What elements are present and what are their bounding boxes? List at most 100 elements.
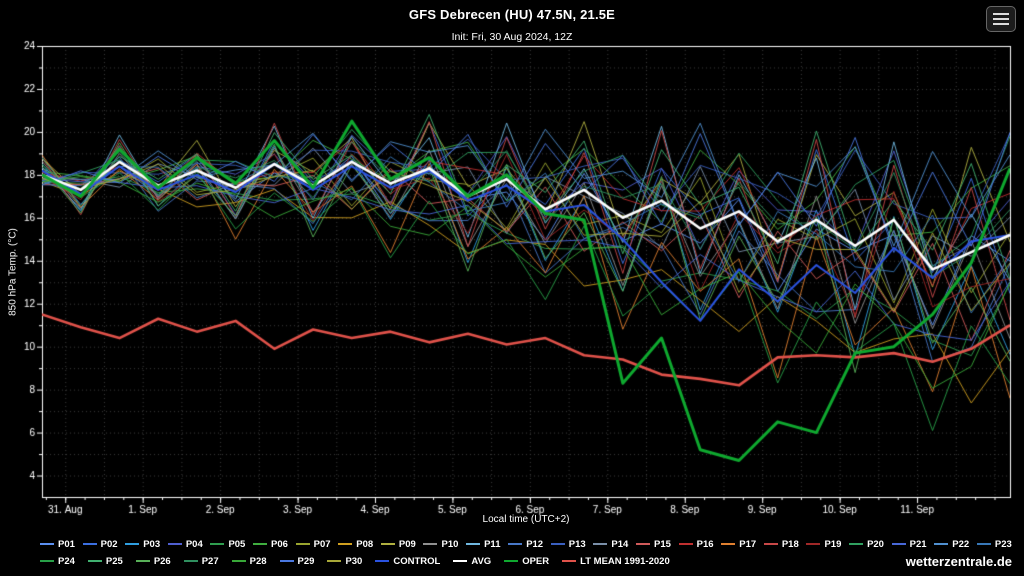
legend-row-1: P01 P02 P03 P04 P05 P06 P07 P08 P09 P10 P11 P12 P13 P… [40, 537, 1012, 551]
legend-label: AVG [471, 555, 492, 567]
legend-swatch [40, 543, 54, 545]
legend-item-p25: P25 [87, 555, 123, 567]
legend-label: P04 [185, 538, 203, 550]
legend-swatch [210, 543, 225, 545]
legend-label: P18 [781, 538, 799, 550]
legend-swatch [562, 560, 577, 562]
legend-label: P10 [441, 538, 459, 550]
legend-label: P22 [952, 538, 970, 550]
legend-item-p14: P14 [593, 539, 628, 550]
legend-swatch [678, 543, 693, 545]
legend-item-p13: P13 [550, 538, 586, 550]
legend-item-p02: P02 [82, 538, 118, 550]
legend-swatch [295, 543, 310, 545]
legend-swatch [721, 543, 736, 545]
legend-item-p19: P19 [806, 539, 841, 550]
legend-item-p26: P26 [135, 555, 171, 567]
legend-swatch [135, 560, 150, 562]
legend-item-p12: P12 [508, 539, 543, 550]
watermark: wetterzentrale.de [905, 554, 1012, 569]
legend-swatch [849, 543, 864, 545]
y-axis-title: 850 hPa Temp. (°C) [7, 228, 19, 316]
legend-item-p30: P30 [327, 556, 362, 567]
legend-swatch [338, 543, 353, 545]
legend-item-p09: P09 [380, 538, 416, 550]
legend-swatch [806, 543, 821, 545]
legend-label: P23 [994, 538, 1012, 550]
legend-swatch [87, 560, 102, 562]
legend-swatch [891, 543, 906, 545]
legend-label: P30 [345, 555, 363, 567]
chart-subtitle: Init: Fri, 30 Aug 2024, 12Z [451, 31, 573, 43]
legend-swatch [504, 560, 519, 562]
legend-label: CONTROL [393, 555, 441, 567]
legend-swatch [636, 543, 651, 545]
legend-item-p29: P29 [279, 556, 314, 567]
legend-label: P15 [654, 538, 671, 550]
legend-label: P02 [100, 538, 118, 550]
legend-item-p18: P18 [763, 538, 799, 550]
legend-swatch [508, 543, 523, 545]
legend-label: P19 [824, 538, 842, 550]
x-axis-title: Local time (UTC+2) [482, 514, 570, 525]
legend-item-avg: AVG [453, 556, 491, 567]
legend-item-p20: P20 [849, 539, 884, 550]
legend-label: P09 [398, 538, 416, 550]
legend-item-p08: P08 [338, 539, 373, 550]
legend-item-p16: P16 [678, 539, 714, 550]
legend-label: P27 [201, 555, 219, 567]
legend-item-p28: P28 [231, 556, 267, 567]
legend-item-p15: P15 [636, 539, 671, 550]
legend-item-p07: P07 [295, 538, 331, 550]
legend-item-p24: P24 [40, 556, 75, 567]
legend-swatch [593, 543, 608, 545]
legend-label: P17 [739, 538, 757, 550]
legend-swatch [167, 543, 182, 545]
legend-label: P06 [271, 538, 288, 550]
legend-swatch [40, 560, 54, 562]
legend-label: P08 [356, 538, 374, 550]
legend-label: P03 [143, 538, 161, 550]
legend-row-2: P24 P25 P26 P27 P28 P29 P30 CONTROL AVG OPER LT ME… [40, 554, 1012, 568]
chart-title: GFS Debrecen (HU) 47.5N, 21.5E [408, 7, 616, 22]
legend-label: P25 [105, 555, 123, 567]
legend-label: LT MEAN 1991-2020 [580, 555, 670, 567]
legend-item-oper: OPER [504, 556, 549, 567]
legend-label: P13 [568, 538, 586, 550]
legend-label: P26 [153, 555, 171, 567]
legend-swatch [279, 560, 294, 562]
legend-item-p17: P17 [721, 539, 756, 550]
legend-swatch [253, 543, 268, 545]
legend-swatch [976, 543, 991, 545]
legend-swatch [453, 560, 468, 562]
legend-item-lt-mean-1991-2020: LT MEAN 1991-2020 [562, 556, 670, 567]
legend-label: P07 [313, 538, 331, 550]
legend-item-p05: P05 [210, 539, 245, 550]
legend-swatch [327, 560, 342, 562]
legend-label: P14 [611, 538, 629, 550]
legend-label: P11 [484, 538, 501, 550]
legend-item-p01: P01 [40, 539, 75, 550]
legend-swatch [375, 560, 390, 562]
hamburger-icon [993, 13, 1009, 25]
legend-label: P24 [58, 555, 75, 567]
legend-item-control: CONTROL [375, 556, 440, 567]
legend-item-p21: P21 [891, 539, 927, 550]
legend-swatch [183, 560, 198, 562]
legend-swatch [125, 543, 140, 545]
legend-item-p22: P22 [934, 539, 969, 550]
legend-item-p11: P11 [466, 539, 500, 550]
legend-swatch [423, 543, 438, 545]
legend-label: P05 [228, 538, 246, 550]
legend-swatch [763, 543, 778, 545]
menu-button[interactable] [986, 6, 1016, 32]
legend-item-p04: P04 [167, 538, 203, 550]
legend-swatch [550, 543, 565, 545]
legend-item-p10: P10 [423, 539, 458, 550]
legend-swatch [82, 543, 97, 545]
legend-item-p03: P03 [125, 539, 160, 550]
legend-label: P12 [526, 538, 544, 550]
legend-swatch [231, 560, 246, 562]
